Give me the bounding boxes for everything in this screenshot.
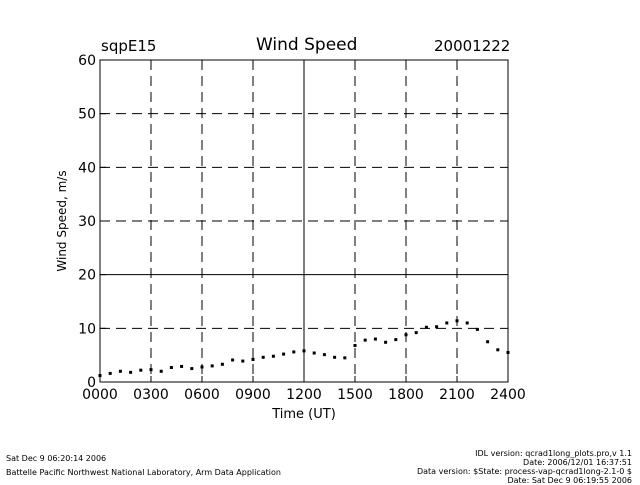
x-tick-labels: 0000 0300 0600 0900 1200 1500 1800 2100 2400: [82, 387, 526, 403]
data-point: [506, 350, 510, 354]
data-point: [302, 349, 306, 353]
data-point: [139, 368, 143, 372]
y-tick-label: 60: [78, 53, 96, 69]
data-point: [149, 368, 153, 372]
y-tick-label: 10: [78, 321, 96, 337]
x-axis-label: Time (UT): [271, 407, 336, 422]
data-point: [424, 325, 428, 329]
x-tick-label: 0900: [235, 387, 271, 403]
data-point: [210, 364, 214, 368]
data-point: [312, 351, 316, 355]
data-point: [465, 321, 469, 325]
data-point: [496, 348, 500, 352]
chart-title: Wind Speed: [256, 35, 358, 55]
data-points: [98, 319, 510, 378]
x-tick-label: 1800: [388, 387, 424, 403]
data-point: [190, 367, 194, 371]
x-tick-label: 1200: [286, 387, 322, 403]
y-tick-label: 0: [87, 375, 96, 391]
data-point: [251, 357, 255, 361]
data-point: [384, 340, 388, 344]
data-point: [414, 331, 418, 335]
data-point: [129, 370, 133, 374]
data-point: [200, 365, 204, 369]
data-point: [271, 354, 275, 358]
date-label: 20001222: [434, 37, 511, 55]
y-tick-label: 40: [78, 160, 96, 176]
y-tick-labels: 0 10 20 30 40 50 60: [78, 53, 96, 391]
y-tick-label: 30: [78, 214, 96, 230]
data-point: [333, 355, 337, 359]
data-point: [98, 374, 102, 378]
site-label: sqpE15: [101, 37, 157, 55]
data-point: [363, 338, 367, 342]
x-tick-label: 2400: [490, 387, 526, 403]
data-point: [169, 366, 173, 370]
footer-data-version: Data version: $State: process-vap-qcrad1…: [416, 467, 632, 476]
data-point: [231, 358, 235, 362]
data-point: [445, 321, 449, 325]
x-tick-label: 2100: [439, 387, 475, 403]
x-tick-label: 0300: [133, 387, 169, 403]
data-point: [220, 362, 224, 366]
data-point: [475, 327, 479, 331]
data-point: [394, 338, 398, 342]
y-tick-label: 20: [78, 268, 96, 284]
data-point: [241, 359, 245, 363]
grid-lines: [100, 60, 508, 382]
axis-ticks: [99, 59, 509, 383]
y-tick-label: 50: [78, 107, 96, 123]
data-point: [404, 333, 408, 337]
data-point: [322, 353, 326, 357]
data-point: [435, 325, 439, 329]
footer-idl-date: Date: 2006/12/01 16:37:51: [523, 458, 632, 467]
data-point: [180, 364, 184, 368]
footer-data-date: Date: Sat Dec 9 06:19:55 2006: [507, 476, 632, 485]
data-point: [292, 350, 296, 354]
data-point: [159, 369, 163, 373]
data-point: [486, 340, 490, 344]
data-point: [373, 337, 377, 341]
footer-idl-version: IDL version: qcrad1long_plots.pro,v 1.1: [475, 449, 632, 458]
x-tick-label: 0600: [184, 387, 220, 403]
data-point: [108, 371, 112, 375]
footer-credit: Battelle Pacific Northwest National Labo…: [6, 468, 281, 477]
data-point: [353, 344, 357, 348]
x-tick-label: 0000: [82, 387, 118, 403]
data-point: [282, 352, 286, 356]
data-point: [261, 355, 265, 359]
y-axis-label: Wind Speed, m/s: [55, 170, 69, 271]
data-point: [455, 319, 459, 323]
x-tick-label: 1500: [337, 387, 373, 403]
data-point: [343, 356, 347, 360]
data-point: [118, 369, 122, 373]
footer-timestamp: Sat Dec 9 06:20:14 2006: [6, 454, 107, 463]
